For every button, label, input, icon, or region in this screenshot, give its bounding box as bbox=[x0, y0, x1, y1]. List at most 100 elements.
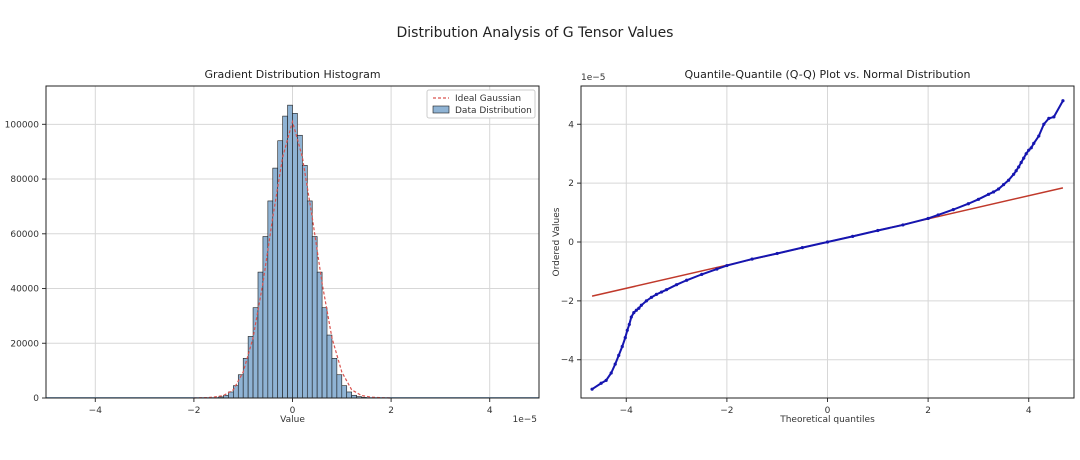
qq-point bbox=[649, 295, 654, 299]
y-tick-label: 0 bbox=[568, 238, 574, 248]
y-offset-label: 1e−5 bbox=[581, 73, 606, 83]
x-tick-label: 4 bbox=[487, 406, 493, 416]
x-tick-label: 2 bbox=[388, 406, 394, 416]
histogram-bar bbox=[233, 385, 239, 399]
qq-point bbox=[590, 387, 594, 391]
qq-point bbox=[996, 187, 1001, 191]
figure-title: Distribution Analysis of G Tensor Values bbox=[397, 25, 674, 41]
qq-point bbox=[901, 223, 905, 227]
qq-point bbox=[664, 288, 669, 292]
qq-point bbox=[1001, 183, 1006, 187]
y-tick-label: 20000 bbox=[10, 339, 39, 349]
histogram-bar bbox=[326, 334, 333, 399]
histogram-bar bbox=[346, 391, 352, 399]
histogram-bar bbox=[237, 374, 244, 399]
x-tick-label: 4 bbox=[1026, 406, 1032, 416]
qq-point bbox=[637, 306, 641, 310]
histogram-bar bbox=[272, 167, 279, 399]
qq-point bbox=[1022, 156, 1026, 160]
qq-point bbox=[800, 245, 804, 250]
y-tick-label: 100000 bbox=[5, 120, 40, 130]
legend-box bbox=[426, 89, 536, 119]
gaussian-curve-line bbox=[193, 119, 392, 399]
x-tick-label: −2 bbox=[720, 406, 733, 416]
qq-point bbox=[627, 322, 631, 327]
qq-point bbox=[851, 234, 855, 239]
histogram-bar bbox=[257, 271, 264, 399]
x-tick-label: 0 bbox=[290, 406, 296, 416]
qq-point bbox=[659, 290, 664, 294]
histogram-bar bbox=[292, 113, 298, 399]
qq-point bbox=[639, 303, 643, 307]
qq-plot-panel: −4 −2 0 2 4 −4 −2 0 2 4 Quantile-Quantile (Q-Q) Pl… bbox=[552, 68, 1075, 425]
qq-title: Quantile-Quantile (Q-Q) Plot vs. Normal … bbox=[685, 68, 971, 81]
histogram-bar bbox=[331, 358, 338, 399]
histogram-bar bbox=[306, 200, 313, 399]
qq-point bbox=[976, 197, 981, 201]
y-tick-label: 0 bbox=[33, 394, 39, 404]
qq-point bbox=[644, 299, 648, 303]
y-tick-label: 2 bbox=[568, 179, 574, 189]
histogram-bar bbox=[262, 236, 269, 399]
qq-point bbox=[1047, 116, 1051, 120]
histogram-bar bbox=[247, 336, 254, 399]
qq-point bbox=[1052, 115, 1056, 119]
x-tick-label: 0 bbox=[825, 406, 831, 416]
qq-point bbox=[825, 240, 830, 244]
qq-point bbox=[1019, 160, 1023, 165]
histogram-bar bbox=[341, 385, 348, 399]
histogram-panel: −4 −2 0 2 4 0 20000 40000 60000 80000 100000 Gradie… bbox=[5, 68, 540, 425]
qq-point bbox=[1061, 99, 1065, 103]
qq-point bbox=[1024, 152, 1028, 156]
qq-point bbox=[634, 308, 638, 312]
histogram-bar bbox=[311, 236, 318, 399]
y-tick-label: 60000 bbox=[10, 230, 39, 240]
qq-point bbox=[1017, 165, 1021, 169]
qq-point bbox=[654, 292, 659, 296]
qq-point bbox=[1037, 134, 1041, 138]
y-tick-label: −4 bbox=[561, 356, 575, 366]
x-tick-label: −2 bbox=[187, 406, 200, 416]
histogram-xlabel: Value bbox=[280, 415, 305, 425]
histogram-bar bbox=[316, 271, 323, 399]
qq-point bbox=[609, 371, 613, 375]
x-tick-label: −4 bbox=[620, 406, 634, 416]
plot-frame bbox=[580, 85, 1075, 399]
histogram-bar bbox=[297, 134, 303, 399]
qq-point bbox=[775, 251, 779, 256]
y-tick-label: 40000 bbox=[10, 285, 39, 295]
histogram-bar bbox=[321, 307, 328, 399]
qq-point bbox=[632, 311, 636, 315]
qq-xlabel: Theoretical quantiles bbox=[779, 415, 875, 425]
qq-point bbox=[1027, 148, 1031, 152]
x-offset-label: 1e−5 bbox=[512, 415, 537, 425]
histogram-bar bbox=[282, 115, 288, 399]
qq-point bbox=[966, 202, 970, 206]
qq-point bbox=[1014, 169, 1018, 173]
x-tick-label: −4 bbox=[89, 406, 103, 416]
histogram-title: Gradient Distribution Histogram bbox=[204, 68, 380, 81]
qq-point bbox=[685, 278, 689, 282]
qq-point bbox=[623, 336, 627, 340]
histogram-bar bbox=[302, 165, 308, 399]
plot-frame bbox=[45, 85, 540, 399]
qq-point bbox=[604, 378, 608, 382]
y-tick-label: 80000 bbox=[10, 175, 39, 185]
legend-data-swatch bbox=[432, 105, 450, 114]
qq-point bbox=[926, 216, 930, 221]
legend-data-label: Data Distribution bbox=[455, 106, 532, 116]
histogram-bar bbox=[252, 307, 259, 399]
qq-point bbox=[1007, 178, 1011, 182]
qq-point bbox=[951, 208, 955, 212]
qq-point bbox=[936, 213, 940, 217]
qq-point bbox=[876, 228, 880, 233]
x-tick-label: 2 bbox=[925, 406, 931, 416]
qq-point bbox=[1012, 172, 1016, 176]
qq-point bbox=[620, 344, 624, 349]
qq-point bbox=[1029, 146, 1033, 150]
y-tick-label: 4 bbox=[568, 120, 574, 130]
histogram-bar bbox=[287, 104, 293, 399]
histogram-bar bbox=[242, 358, 249, 399]
qq-point bbox=[613, 362, 617, 366]
